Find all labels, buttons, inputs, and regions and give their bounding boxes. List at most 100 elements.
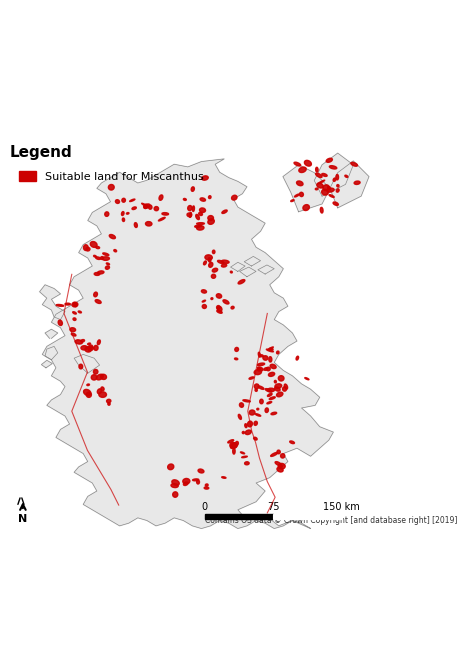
Polygon shape [330,161,369,208]
Ellipse shape [148,205,152,209]
Ellipse shape [97,389,101,394]
Ellipse shape [268,388,275,392]
Ellipse shape [97,374,103,380]
Ellipse shape [142,203,147,206]
Ellipse shape [88,347,93,351]
Ellipse shape [158,217,165,221]
Ellipse shape [328,186,331,190]
Polygon shape [74,354,99,373]
Ellipse shape [258,363,265,366]
Bar [205,514,273,519]
Polygon shape [45,329,58,338]
Ellipse shape [260,355,263,357]
Ellipse shape [199,212,203,216]
Ellipse shape [171,484,178,488]
Ellipse shape [86,248,90,251]
Ellipse shape [284,384,288,389]
Ellipse shape [305,378,309,380]
Ellipse shape [97,271,104,274]
Bar [273,514,341,519]
Ellipse shape [258,368,261,371]
Ellipse shape [187,213,192,216]
Ellipse shape [268,347,273,350]
Ellipse shape [333,202,338,205]
Ellipse shape [108,402,110,405]
Ellipse shape [277,468,283,472]
Ellipse shape [267,367,270,371]
Ellipse shape [100,256,104,260]
Polygon shape [45,346,58,360]
Ellipse shape [73,318,76,320]
Ellipse shape [274,380,276,383]
Ellipse shape [267,349,273,352]
Ellipse shape [197,222,204,224]
Ellipse shape [200,198,205,201]
Ellipse shape [279,465,283,468]
Ellipse shape [122,218,125,222]
Ellipse shape [212,268,218,272]
Ellipse shape [204,487,209,489]
Ellipse shape [222,477,226,478]
Ellipse shape [337,184,339,187]
Ellipse shape [235,348,238,352]
Ellipse shape [154,206,159,210]
Ellipse shape [72,302,78,307]
Ellipse shape [134,222,138,228]
Ellipse shape [97,340,100,344]
Ellipse shape [223,300,229,304]
Ellipse shape [211,298,213,300]
Ellipse shape [196,226,204,230]
Ellipse shape [208,219,214,224]
Ellipse shape [193,479,199,481]
Ellipse shape [270,364,276,368]
Ellipse shape [56,304,64,306]
Ellipse shape [94,272,100,276]
Ellipse shape [255,389,257,392]
Ellipse shape [83,390,91,396]
Ellipse shape [202,290,206,293]
Ellipse shape [105,212,109,216]
Ellipse shape [254,384,259,389]
Ellipse shape [323,184,329,190]
Ellipse shape [168,464,174,470]
Polygon shape [41,360,52,368]
Ellipse shape [265,408,268,412]
Ellipse shape [95,300,101,304]
Legend: Suitable land for Miscanthus: Suitable land for Miscanthus [15,166,208,186]
Ellipse shape [231,443,237,448]
Ellipse shape [235,358,238,360]
Ellipse shape [87,384,89,386]
Ellipse shape [336,189,339,192]
Ellipse shape [144,204,150,208]
Ellipse shape [315,188,318,190]
Ellipse shape [303,204,309,210]
Ellipse shape [202,300,205,302]
Ellipse shape [122,198,125,202]
Ellipse shape [200,208,205,212]
Ellipse shape [271,412,276,415]
Ellipse shape [202,176,208,180]
Text: 75: 75 [267,501,279,511]
Ellipse shape [249,410,255,415]
Ellipse shape [208,258,211,262]
Ellipse shape [239,403,244,408]
Ellipse shape [258,367,263,371]
Ellipse shape [254,422,257,426]
Ellipse shape [96,257,101,260]
Ellipse shape [88,343,90,345]
Ellipse shape [345,175,348,177]
Ellipse shape [183,198,187,200]
Polygon shape [314,153,353,196]
Ellipse shape [317,183,323,188]
Ellipse shape [267,402,272,404]
Ellipse shape [275,384,282,388]
Ellipse shape [103,253,109,256]
Text: Legend: Legend [9,145,72,161]
Ellipse shape [217,310,222,313]
Ellipse shape [205,484,208,486]
Ellipse shape [276,351,279,354]
Ellipse shape [89,345,93,349]
Ellipse shape [73,302,77,306]
Ellipse shape [203,261,206,265]
Ellipse shape [354,181,360,184]
